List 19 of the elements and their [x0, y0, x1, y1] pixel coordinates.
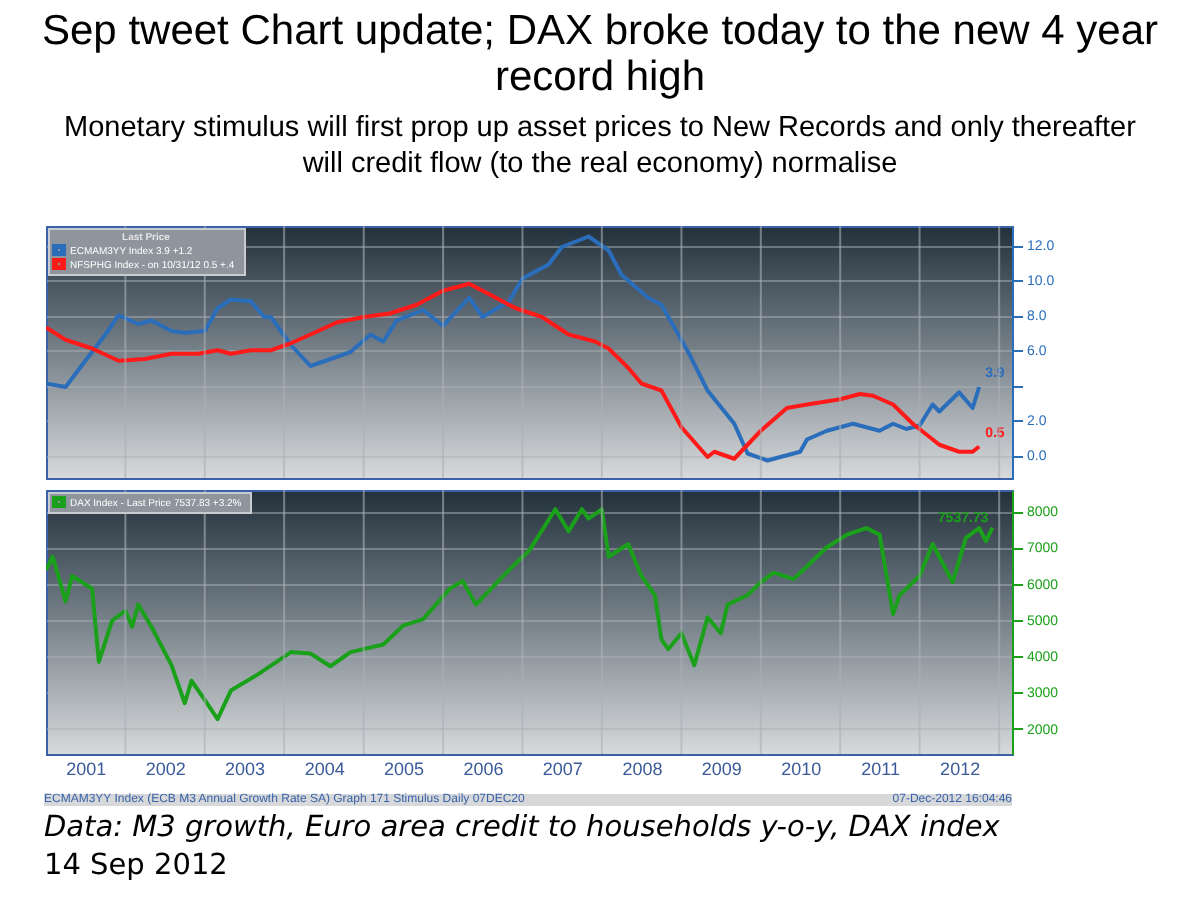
- line-series: [46, 281, 982, 461]
- x-tick-label: 2009: [701, 759, 742, 779]
- x-tick-label: 2001: [66, 759, 107, 779]
- text: 14 Sep 2012: [44, 848, 230, 886]
- x-tick-label: 2008: [622, 759, 663, 779]
- text: Data: M3 growth, Euro area credit to households y-o-y, DAX index: [44, 810, 1000, 848]
- chart-title: Sep tweet Chart update; DAX broke today to the new 4 year record high: [40, 8, 1160, 100]
- x-tick-label: 2006: [463, 759, 504, 779]
- x-tick-label: 2004: [304, 759, 345, 779]
- x-tick-label: 2005: [384, 759, 425, 779]
- chart-subtitle: Monetary stimulus will first prop up asset prices to New Records and only thereafter will credit flow (to the real economy) normalise: [62, 110, 1138, 182]
- x-tick-label: 2007: [542, 759, 583, 779]
- x-tick-label: 2010: [781, 759, 822, 779]
- x-tick-label: 2012: [940, 759, 981, 779]
- line-series: [46, 507, 995, 722]
- x-tick-label: 2011: [861, 759, 900, 779]
- x-tick-label: 2002: [145, 759, 186, 779]
- line-series: [46, 234, 982, 463]
- x-tick-label: 2003: [225, 759, 266, 779]
